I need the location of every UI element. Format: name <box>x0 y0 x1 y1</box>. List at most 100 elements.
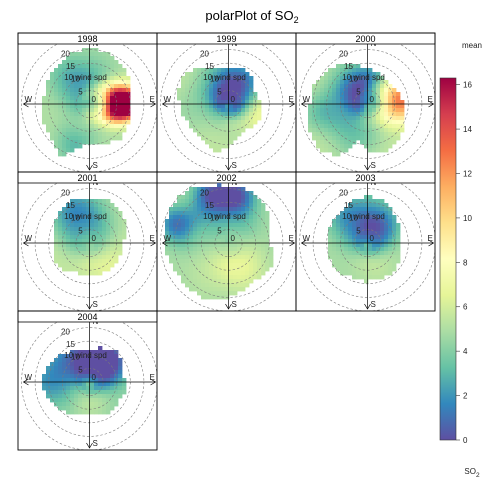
surface-cell <box>344 124 349 129</box>
surface-cell <box>193 84 198 89</box>
surface-cell <box>229 227 234 232</box>
surface-cell <box>110 227 115 232</box>
surface-cell <box>173 227 178 232</box>
surface-cell <box>86 231 91 236</box>
surface-cell <box>229 88 234 93</box>
surface-cell <box>114 219 119 224</box>
surface-cell <box>86 410 91 415</box>
surface-cell <box>229 191 234 196</box>
surface-cell <box>66 80 71 85</box>
surface-cell <box>185 243 190 248</box>
surface-cell <box>348 104 353 109</box>
surface-cell <box>245 227 250 232</box>
surface-cell <box>54 378 59 383</box>
surface-cell <box>316 84 321 89</box>
surface-cell <box>62 255 67 260</box>
surface-cell <box>197 132 202 137</box>
surface-cell <box>54 370 59 375</box>
surface-cell <box>332 255 337 260</box>
surface-cell <box>229 108 234 113</box>
surface-cell <box>213 116 218 121</box>
legend-tick-label: 0 <box>463 436 468 445</box>
surface-cell <box>388 112 393 117</box>
surface-cell <box>70 215 75 220</box>
surface-cell <box>70 124 75 129</box>
surface-cell <box>102 259 107 264</box>
surface-cell <box>205 239 210 244</box>
surface-cell <box>82 382 87 387</box>
surface-cell <box>62 144 67 149</box>
surface-cell <box>332 84 337 89</box>
surface-cell <box>189 279 194 284</box>
surface-cell <box>86 136 91 141</box>
surface-cell <box>205 195 210 200</box>
surface-cell <box>217 72 222 77</box>
surface-cell <box>74 231 79 236</box>
surface-cell <box>90 263 95 268</box>
surface-cell <box>233 243 238 248</box>
surface-cell <box>78 104 83 109</box>
surface-cell <box>233 219 238 224</box>
surface-cell <box>189 259 194 264</box>
surface-cell <box>400 100 405 105</box>
surface-cell <box>205 124 210 129</box>
surface-cell <box>58 120 63 125</box>
surface-cell <box>102 402 107 407</box>
surface-cell <box>98 124 103 129</box>
surface-cell <box>98 203 103 208</box>
surface-cell <box>78 267 83 272</box>
surface-cell <box>209 88 214 93</box>
panel-year-label: 2000 <box>355 34 375 44</box>
surface-cell <box>352 104 357 109</box>
surface-cell <box>94 362 99 367</box>
surface-cell <box>193 104 198 109</box>
surface-cell <box>126 76 131 81</box>
surface-cell <box>46 120 51 125</box>
surface-cell <box>106 124 111 129</box>
surface-cell <box>332 259 337 264</box>
surface-cell <box>66 386 71 391</box>
surface-cell <box>90 378 95 383</box>
surface-cell <box>340 120 345 125</box>
surface-cell <box>114 128 119 133</box>
surface-cell <box>86 52 91 57</box>
surface-cell <box>241 104 246 109</box>
surface-cell <box>360 92 365 97</box>
surface-cell <box>352 80 357 85</box>
surface-cell <box>261 215 266 220</box>
surface-cell <box>217 251 222 256</box>
surface-cell <box>205 271 210 276</box>
surface-cell <box>217 247 222 252</box>
surface-cell <box>384 259 389 264</box>
surface-cell <box>261 251 266 256</box>
surface-cell <box>86 112 91 117</box>
surface-cell <box>126 80 131 85</box>
surface-cell <box>54 239 59 244</box>
surface-cell <box>201 219 206 224</box>
surface-cell <box>66 251 71 256</box>
surface-cell <box>66 259 71 264</box>
surface-cell <box>165 251 170 256</box>
surface-cell <box>324 100 329 105</box>
surface-cell <box>42 96 47 101</box>
surface-cell <box>229 283 234 288</box>
surface-cell <box>364 263 369 268</box>
surface-cell <box>94 394 99 399</box>
surface-cell <box>74 84 79 89</box>
surface-cell <box>257 231 262 236</box>
surface-cell <box>54 72 59 77</box>
surface-cell <box>253 235 258 240</box>
surface-cell <box>86 64 91 69</box>
surface-cell <box>261 255 266 260</box>
surface-cell <box>122 120 127 125</box>
surface-cell <box>340 247 345 252</box>
surface-cell <box>241 235 246 240</box>
surface-cell <box>372 108 377 113</box>
surface-cell <box>74 132 79 137</box>
surface-cell <box>82 402 87 407</box>
surface-cell <box>380 207 385 212</box>
surface-cell <box>360 116 365 121</box>
surface-cell <box>360 76 365 81</box>
